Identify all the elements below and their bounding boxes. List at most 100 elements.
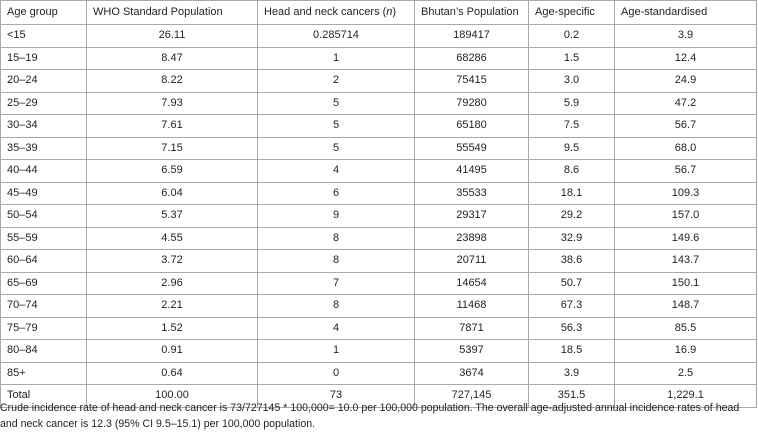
age-group-cell: 45–49: [0, 181, 87, 205]
age-standardised-cell: 1,229.1: [614, 384, 757, 408]
cases-cell: 0.285714: [257, 24, 415, 48]
table-row: 70–74 2.21 8 11468 67.3 148.7: [0, 294, 757, 318]
bhutan-population-cell: 23898: [414, 226, 529, 250]
bhutan-population-cell: 65180: [414, 114, 529, 138]
who-standard-cell: 5.37: [86, 204, 258, 228]
age-standardised-cell: 148.7: [614, 294, 757, 318]
bhutan-population-cell: 29317: [414, 204, 529, 228]
table-row: 75–79 1.52 4 7871 56.3 85.5: [0, 316, 757, 340]
who-standard-cell: 26.11: [86, 24, 258, 48]
bhutan-population-cell: 41495: [414, 159, 529, 183]
table-row: 55–59 4.55 8 23898 32.9 149.6: [0, 226, 757, 250]
who-standard-cell: 1.52: [86, 316, 258, 340]
age-standardised-cell: 109.3: [614, 181, 757, 205]
incidence-table: Age group WHO Standard Population Head a…: [0, 0, 757, 408]
table-row: 35–39 7.15 5 55549 9.5 68.0: [0, 136, 757, 160]
table-row: 40–44 6.59 4 41495 8.6 56.7: [0, 159, 757, 183]
table-row: 25–29 7.93 5 79280 5.9 47.2: [0, 91, 757, 115]
age-standardised-cell: 157.0: [614, 204, 757, 228]
age-group-cell: 70–74: [0, 294, 87, 318]
age-standardised-cell: 16.9: [614, 339, 757, 363]
bhutan-population-cell: 727,145: [414, 384, 529, 408]
table-row: 50–54 5.37 9 29317 29.2 157.0: [0, 204, 757, 228]
cases-cell: 4: [257, 159, 415, 183]
who-standard-cell: 8.47: [86, 46, 258, 70]
age-group-cell: 20–24: [0, 69, 87, 93]
bhutan-population-cell: 189417: [414, 24, 529, 48]
age-specific-cell: 56.3: [528, 316, 615, 340]
table-header-row: Age group WHO Standard Population Head a…: [0, 0, 757, 25]
cases-cell: 8: [257, 294, 415, 318]
bhutan-population-cell: 7871: [414, 316, 529, 340]
age-standardised-cell: 47.2: [614, 91, 757, 115]
cases-cell: 6: [257, 181, 415, 205]
age-specific-cell: 3.0: [528, 69, 615, 93]
cases-cell: 7: [257, 271, 415, 295]
table-row: 65–69 2.96 7 14654 50.7 150.1: [0, 271, 757, 295]
header-cases-n: n: [386, 6, 393, 18]
age-group-cell: 35–39: [0, 136, 87, 160]
cases-cell: 5: [257, 136, 415, 160]
bhutan-population-cell: 75415: [414, 69, 529, 93]
header-age-group: Age group: [0, 0, 87, 25]
bhutan-population-cell: 3674: [414, 361, 529, 385]
header-bhutan-population: Bhutan’s Population: [414, 0, 529, 25]
who-standard-cell: 8.22: [86, 69, 258, 93]
age-specific-cell: 32.9: [528, 226, 615, 250]
age-standardised-cell: 143.7: [614, 249, 757, 273]
age-specific-cell: 9.5: [528, 136, 615, 160]
cases-cell: 5: [257, 91, 415, 115]
age-specific-cell: 18.5: [528, 339, 615, 363]
table-row: 20–24 8.22 2 75415 3.0 24.9: [0, 69, 757, 93]
bhutan-population-cell: 35533: [414, 181, 529, 205]
header-age-standardised: Age-standardised: [614, 0, 757, 25]
age-standardised-cell: 150.1: [614, 271, 757, 295]
age-group-cell: 60–64: [0, 249, 87, 273]
cases-cell: 8: [257, 226, 415, 250]
table-row: 15–19 8.47 1 68286 1.5 12.4: [0, 46, 757, 70]
age-standardised-cell: 24.9: [614, 69, 757, 93]
cases-cell: 0: [257, 361, 415, 385]
age-standardised-cell: 85.5: [614, 316, 757, 340]
age-group-cell: 15–19: [0, 46, 87, 70]
who-standard-cell: 6.04: [86, 181, 258, 205]
age-group-cell: 25–29: [0, 91, 87, 115]
table-body: <15 26.11 0.285714 189417 0.2 3.9 15–19 8.47 1 68…: [0, 24, 757, 408]
age-specific-cell: 18.1: [528, 181, 615, 205]
age-specific-cell: 1.5: [528, 46, 615, 70]
age-standardised-cell: 56.7: [614, 159, 757, 183]
who-standard-cell: 2.96: [86, 271, 258, 295]
header-cases-suffix: ): [392, 6, 397, 18]
age-specific-cell: 67.3: [528, 294, 615, 318]
bhutan-population-cell: 55549: [414, 136, 529, 160]
header-cases-prefix: Head and neck cancers (: [264, 6, 387, 18]
bhutan-population-cell: 11468: [414, 294, 529, 318]
age-standardised-cell: 149.6: [614, 226, 757, 250]
age-specific-cell: 3.9: [528, 361, 615, 385]
age-group-cell: 85+: [0, 361, 87, 385]
who-standard-cell: 2.21: [86, 294, 258, 318]
bhutan-population-cell: 5397: [414, 339, 529, 363]
header-head-and-neck-cancers: Head and neck cancers (n): [257, 0, 415, 25]
bhutan-population-cell: 79280: [414, 91, 529, 115]
header-age-specific: Age-specific: [528, 0, 615, 25]
age-standardised-cell: 12.4: [614, 46, 757, 70]
age-specific-cell: 5.9: [528, 91, 615, 115]
cases-cell: 2: [257, 69, 415, 93]
bhutan-population-cell: 14654: [414, 271, 529, 295]
table-row: 80–84 0.91 1 5397 18.5 16.9: [0, 339, 757, 363]
age-group-cell: 75–79: [0, 316, 87, 340]
cases-cell: 5: [257, 114, 415, 138]
who-standard-cell: 7.15: [86, 136, 258, 160]
who-standard-cell: 3.72: [86, 249, 258, 273]
who-standard-cell: 0.64: [86, 361, 258, 385]
age-specific-cell: 0.2: [528, 24, 615, 48]
cases-cell: 1: [257, 339, 415, 363]
age-specific-cell: 38.6: [528, 249, 615, 273]
table-footnote: Crude incidence rate of head and neck ca…: [0, 402, 740, 430]
who-standard-cell: 0.91: [86, 339, 258, 363]
bhutan-population-cell: 68286: [414, 46, 529, 70]
table-row: 60–64 3.72 8 20711 38.6 143.7: [0, 249, 757, 273]
who-standard-cell: 4.55: [86, 226, 258, 250]
